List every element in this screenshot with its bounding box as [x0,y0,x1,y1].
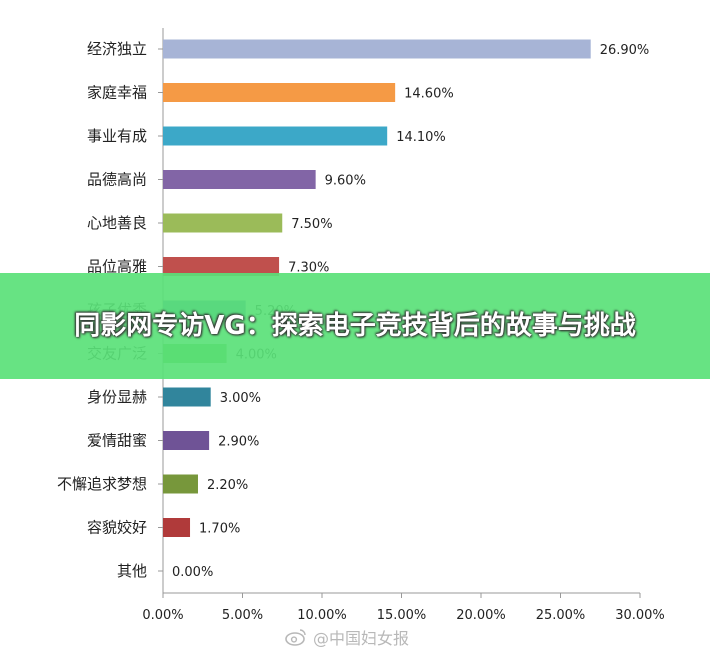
bar-10 [163,474,198,494]
value-label: 7.30% [288,261,329,276]
category-label: 事业有成 [87,127,147,145]
category-label: 心地善良 [87,214,147,232]
category-label: 其他 [117,562,147,580]
bar-0 [163,39,591,59]
x-tick-label: 0.00% [142,608,183,623]
bar-11 [163,518,191,537]
category-label: 品位高雅 [87,258,147,276]
value-label: 9.60% [325,174,366,189]
value-label: 26.90% [600,43,650,58]
value-label: 2.20% [207,478,248,493]
x-tick-label: 5.00% [222,608,263,623]
bar-5 [163,257,280,276]
bar-4 [163,213,283,233]
value-label: 2.90% [218,435,259,450]
category-label: 爱情甜蜜 [87,432,147,450]
value-label: 14.10% [396,130,446,145]
x-tick-label: 10.00% [297,608,347,623]
watermark: @中国妇女报 [285,624,409,650]
value-label: 0.00% [172,565,213,580]
title-banner: 同影网专访VG：探索电子竞技背后的故事与挑战 [0,273,710,379]
bar-2 [163,126,388,146]
bar-1 [163,83,396,102]
x-tick-label: 20.00% [456,608,506,623]
bar-8 [163,387,211,407]
value-label: 3.00% [220,391,261,406]
x-tick-label: 25.00% [536,608,586,623]
banner-title: 同影网专访VG：探索电子竞技背后的故事与挑战 [74,311,636,341]
value-label: 1.70% [199,522,240,537]
x-tick-label: 30.00% [615,608,665,623]
category-label: 家庭幸福 [87,84,147,102]
x-tick-label: 15.00% [377,608,427,623]
watermark-text: @中国妇女报 [313,629,410,648]
bar-9 [163,431,210,450]
value-label: 14.60% [404,87,454,102]
category-label: 经济独立 [87,40,147,58]
category-label: 身份显赫 [87,388,147,406]
category-label: 品德高尚 [87,171,147,189]
value-label: 7.50% [291,217,332,232]
weibo-icon [285,629,306,646]
category-label: 容貌姣好 [87,519,147,537]
bar-3 [163,170,316,189]
category-label: 不懈追求梦想 [57,475,147,493]
